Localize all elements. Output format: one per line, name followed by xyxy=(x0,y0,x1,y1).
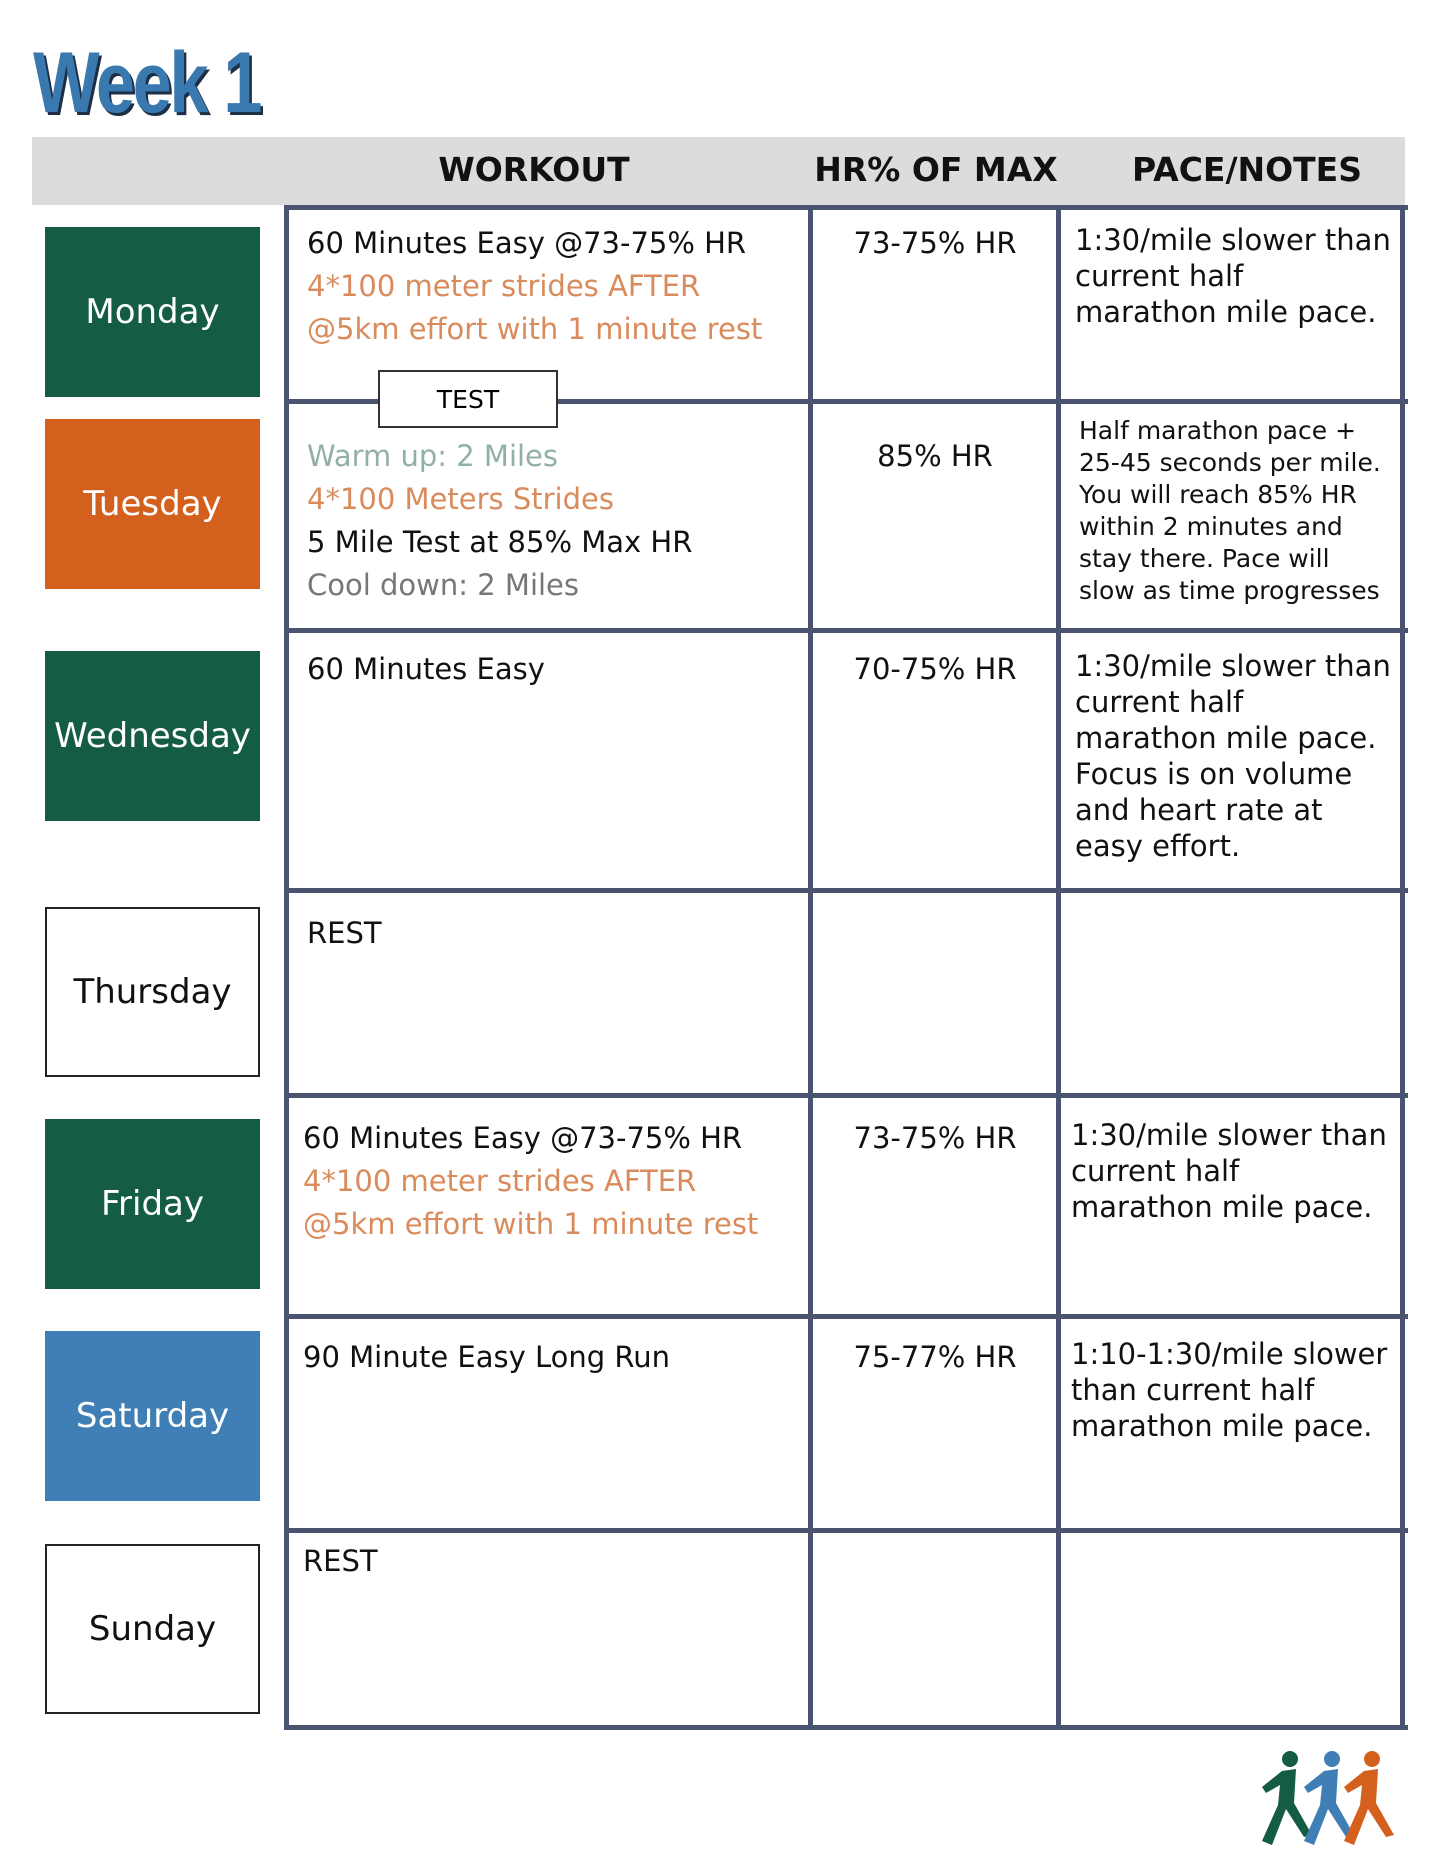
workout-line: 4*100 meter strides AFTER xyxy=(307,269,701,303)
notes-line: slow as time progresses xyxy=(1079,576,1380,605)
notes-line: within 2 minutes and xyxy=(1079,512,1343,541)
workout-cell: REST xyxy=(303,1540,378,1583)
workout-line: @5km effort with 1 minute rest xyxy=(303,1207,759,1241)
notes-cell: 1:30/mile slower than current half maratho… xyxy=(1075,222,1391,330)
header-workout: WORKOUT xyxy=(438,150,630,189)
workout-line: REST xyxy=(307,916,382,950)
grid-line xyxy=(284,628,1408,633)
day-label: Wednesday xyxy=(45,651,260,821)
notes-line: marathon mile pace. xyxy=(1075,295,1377,329)
notes-line: 25-45 seconds per mile. xyxy=(1079,448,1381,477)
workout-line: Cool down: 2 Miles xyxy=(307,568,580,602)
notes-cell: 1:30/mile slower than current half maratho… xyxy=(1071,1117,1387,1225)
workout-line: 60 Minutes Easy @73-75% HR xyxy=(307,226,747,260)
day-label: Monday xyxy=(45,227,260,397)
workout-cell: 60 Minutes Easy xyxy=(307,648,545,691)
notes-line: current half xyxy=(1075,259,1244,293)
notes-line: than current half xyxy=(1071,1373,1315,1407)
notes-line: marathon mile pace. xyxy=(1071,1409,1373,1443)
notes-line: current half xyxy=(1075,685,1244,719)
notes-line: 1:30/mile slower than xyxy=(1075,649,1391,683)
workout-cell: 60 Minutes Easy @73-75% HR 4*100 meter st… xyxy=(303,1117,758,1246)
workout-line: REST xyxy=(303,1544,378,1578)
day-label: Sunday xyxy=(45,1544,260,1714)
notes-cell: Half marathon pace + 25-45 seconds per mi… xyxy=(1079,415,1381,607)
grid-line xyxy=(284,888,1408,893)
notes-cell: 1:10-1:30/mile slower than current half ma… xyxy=(1071,1336,1387,1444)
test-label: TEST xyxy=(378,370,558,428)
header-bar xyxy=(32,137,1405,205)
notes-line: stay there. Pace will xyxy=(1079,544,1330,573)
grid-line xyxy=(1400,205,1405,1730)
notes-line: Focus is on volume xyxy=(1075,757,1353,791)
grid-line xyxy=(284,399,1408,404)
workout-line: 90 Minute Easy Long Run xyxy=(303,1340,670,1374)
notes-line: 1:30/mile slower than xyxy=(1075,223,1391,257)
hr-cell: 85% HR xyxy=(877,439,993,473)
runners-logo xyxy=(1262,1751,1394,1845)
notes-cell: 1:30/mile slower than current half maratho… xyxy=(1075,648,1391,864)
workout-cell: REST xyxy=(307,912,382,955)
workout-line: 60 Minutes Easy @73-75% HR xyxy=(303,1121,743,1155)
day-label: Saturday xyxy=(45,1331,260,1501)
grid-line xyxy=(808,205,813,1730)
header-notes: PACE/NOTES xyxy=(1131,150,1363,189)
notes-line: easy effort. xyxy=(1075,829,1241,863)
workout-cell: 60 Minutes Easy @73-75% HR 4*100 meter st… xyxy=(307,222,762,351)
grid-line xyxy=(284,205,1408,210)
day-label: Tuesday xyxy=(45,419,260,589)
notes-line: 1:10-1:30/mile slower xyxy=(1071,1337,1388,1371)
grid-line xyxy=(284,1725,1408,1730)
workout-line: 5 Mile Test at 85% Max HR xyxy=(307,525,693,559)
notes-line: You will reach 85% HR xyxy=(1079,480,1357,509)
hr-cell: 73-75% HR xyxy=(853,1121,1017,1155)
workout-line: Warm up: 2 Miles xyxy=(307,439,559,473)
notes-line: marathon mile pace. xyxy=(1071,1190,1373,1224)
workout-line: 60 Minutes Easy xyxy=(307,652,545,686)
hr-cell: 70-75% HR xyxy=(853,652,1017,686)
workout-cell: Warm up: 2 Miles 4*100 Meters Strides 5 Mi… xyxy=(307,435,692,607)
title: Week 1 xyxy=(33,35,262,131)
workout-line: 4*100 meter strides AFTER xyxy=(303,1164,697,1198)
grid-line xyxy=(1056,205,1061,1730)
hr-cell: 73-75% HR xyxy=(853,226,1017,260)
notes-line: Half marathon pace + xyxy=(1079,416,1357,445)
day-label: Friday xyxy=(45,1119,260,1289)
workout-cell: 90 Minute Easy Long Run xyxy=(303,1336,670,1379)
notes-line: current half xyxy=(1071,1154,1240,1188)
grid-line xyxy=(284,1314,1408,1319)
notes-line: 1:30/mile slower than xyxy=(1071,1118,1387,1152)
grid-line xyxy=(284,1528,1408,1533)
notes-line: marathon mile pace. xyxy=(1075,721,1377,755)
notes-line: and heart rate at xyxy=(1075,793,1323,827)
grid-line xyxy=(284,1093,1408,1098)
header-hr: HR% OF MAX xyxy=(814,150,1058,189)
day-label: Thursday xyxy=(45,907,260,1077)
hr-cell: 75-77% HR xyxy=(853,1340,1017,1374)
grid-line xyxy=(284,205,289,1730)
workout-line: 4*100 Meters Strides xyxy=(307,482,614,516)
workout-line: @5km effort with 1 minute rest xyxy=(307,312,763,346)
